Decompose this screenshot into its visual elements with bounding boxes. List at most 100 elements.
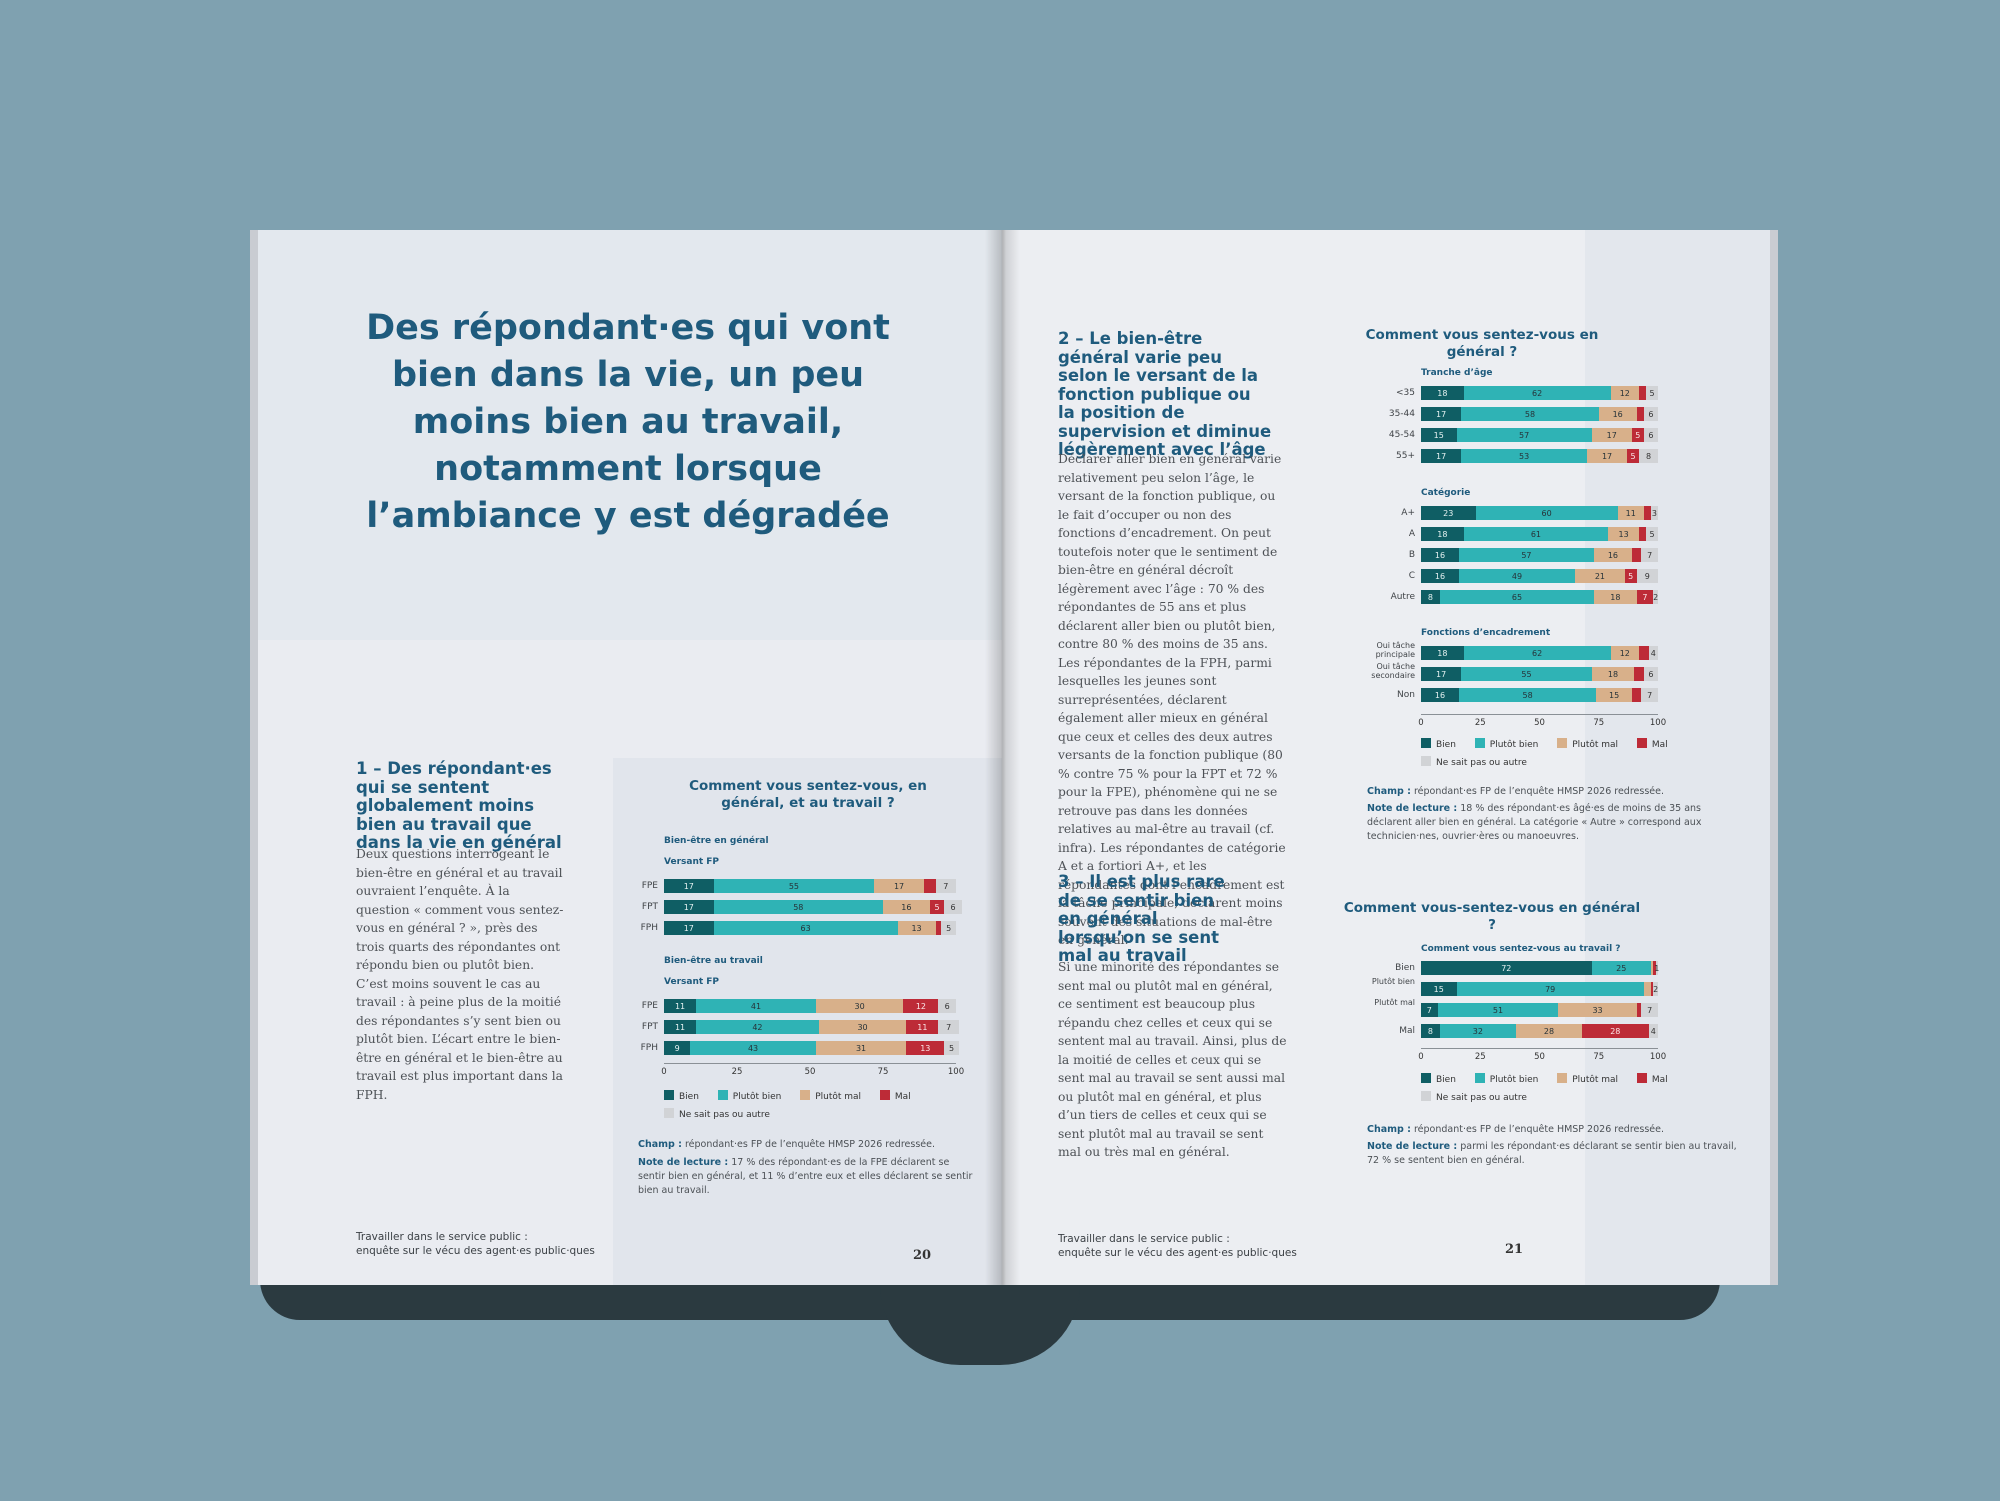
stacked-bar: 18 61 13 5 — [1421, 527, 1658, 541]
legend-plutot-mal: Plutôt mal — [815, 1092, 862, 1102]
group-label: Tranche d’âge — [1421, 368, 1493, 378]
x-tick-label: 25 — [1474, 1052, 1486, 1062]
page-number: 20 — [913, 1248, 932, 1263]
row-label: Plutôt mal — [1374, 998, 1415, 1007]
section-3-heading: 3 – Il est plus rare de se sentir bien e… — [1058, 872, 1225, 965]
bar-segment-plutot-mal: 30 — [818, 1020, 907, 1034]
x-tick-label: 0 — [661, 1067, 667, 1077]
champ-label: Champ : — [638, 1139, 682, 1150]
stacked-bar: 17 58 16 5 6 — [664, 900, 962, 914]
legend-ns: Ne sait pas ou autre — [1436, 758, 1527, 768]
bar-segment-bien: 8 — [1421, 590, 1440, 604]
bar-segment-plutot-bien: 60 — [1475, 506, 1618, 520]
bar-segment-bien: 16 — [1421, 548, 1459, 562]
bar-segment-ns: 5 — [1646, 527, 1658, 541]
bar-segment-plutot-mal: 15 — [1596, 688, 1632, 702]
row-label: Non — [1397, 690, 1415, 700]
bar-segment-mal — [1639, 646, 1649, 660]
bar-segment-mal — [923, 879, 936, 893]
bar-segment-bien: 72 — [1421, 961, 1592, 975]
row-label: FPE — [641, 881, 658, 891]
x-tick-label: 25 — [731, 1067, 743, 1077]
x-tick-label: 75 — [1593, 718, 1605, 728]
bar-segment-bien: 23 — [1421, 506, 1476, 520]
bar-segment-bien: 11 — [664, 999, 697, 1013]
bar-segment-ns: 7 — [1641, 1003, 1658, 1017]
row-label: FPH — [640, 923, 658, 933]
stacked-bar: 11 42 30 11 7 — [664, 1020, 959, 1034]
bar-segment-mal — [1643, 506, 1651, 520]
bar-segment-bien: 17 — [1421, 449, 1462, 463]
title-band — [258, 230, 1006, 640]
bar-segment-plutot-mal: 13 — [1608, 527, 1640, 541]
chart-title-left: Comment vous sentez-vous, en général, et… — [689, 778, 927, 811]
open-book: Des répondant·es qui vont bien dans la v… — [250, 230, 1778, 1285]
chart-note: Note de lecture : parmi les répondant·es… — [1367, 1140, 1737, 1168]
stacked-bar: 23 60 11 3 — [1421, 506, 1658, 520]
section-1-heading: 1 – Des répondant·es qui se sentent glob… — [356, 759, 562, 852]
x-tick-label: 25 — [1474, 718, 1486, 728]
legend-ns: Ne sait pas ou autre — [679, 1110, 770, 1120]
x-tick-label: 0 — [1418, 718, 1424, 728]
bar-segment-bien: 11 — [664, 1020, 697, 1034]
stacked-bar: 17 53 17 5 8 — [1421, 449, 1658, 463]
bar-segment-ns: 2 — [1653, 590, 1658, 604]
group-sublabel: Versant FP — [664, 977, 720, 987]
bar-segment-bien: 15 — [1421, 428, 1457, 442]
legend-bien: Bien — [1436, 740, 1456, 750]
bar-segment-plutot-bien: 58 — [713, 900, 883, 914]
x-axis — [1421, 714, 1658, 715]
bar-segment-plutot-mal: 13 — [897, 921, 936, 935]
bar-segment-bien: 9 — [664, 1041, 691, 1055]
bar-segment-ns: 4 — [1648, 646, 1658, 660]
row-label: Oui tâche principale — [1375, 641, 1415, 659]
stacked-bar: 16 49 21 5 9 — [1421, 569, 1658, 583]
bar-segment-plutot-bien: 65 — [1439, 590, 1594, 604]
bar-segment-bien: 17 — [1421, 667, 1462, 681]
bar-segment-bien: 7 — [1421, 1003, 1438, 1017]
row-label: 35-44 — [1388, 409, 1415, 419]
chart-sub-question: Comment vous sentez-vous au travail ? — [1421, 944, 1621, 954]
legend-plutot-bien: Plutôt bien — [732, 1092, 782, 1102]
bar-segment-mal — [1653, 961, 1656, 975]
bar-segment-ns: 6 — [1643, 407, 1658, 421]
row-label: FPT — [641, 902, 658, 912]
bar-segment-ns: 6 — [944, 900, 962, 914]
bar-segment-plutot-mal: 28 — [1515, 1024, 1583, 1038]
chart-strip-right — [1585, 230, 1770, 1285]
bar-segment-bien: 17 — [664, 879, 714, 893]
stacked-bar: 15 57 17 5 6 — [1421, 428, 1658, 442]
legend-mal: Mal — [1651, 740, 1668, 750]
stacked-bar: 8 32 28 28 4 — [1421, 1024, 1658, 1038]
bar-segment-plutot-mal: 16 — [1593, 548, 1632, 562]
legend-mal: Mal — [1651, 1075, 1668, 1085]
note-label: Note de lecture : — [1367, 803, 1458, 814]
champ-text: répondant·es FP de l’enquête HMSP 2026 r… — [1413, 786, 1664, 797]
bar-segment-mal — [1631, 548, 1642, 562]
row-label: <35 — [1396, 388, 1415, 398]
group-label: Fonctions d’encadrement — [1421, 628, 1551, 638]
bar-segment-ns: 9 — [1636, 569, 1658, 583]
bar-segment-plutot-bien: 53 — [1461, 449, 1587, 463]
bar-segment-plutot-bien: 49 — [1458, 569, 1576, 583]
bar-segment-mal — [1634, 667, 1644, 681]
champ-text: répondant·es FP de l’enquête HMSP 2026 r… — [684, 1139, 935, 1150]
bar-segment-ns: 2 — [1653, 982, 1658, 996]
chart-champ: Champ : répondant·es FP de l’enquête HMS… — [1367, 785, 1737, 799]
bar-segment-plutot-mal: 33 — [1558, 1003, 1637, 1017]
stacked-bar: 8 65 18 7 2 — [1421, 590, 1658, 604]
bar-segment-plutot-mal: 17 — [1591, 428, 1632, 442]
chart-title-right-2: Comment vous-sentez-vous en général ? — [1343, 900, 1641, 933]
bar-segment-mal — [1636, 407, 1644, 421]
row-label: Autre — [1390, 592, 1415, 602]
bar-segment-plutot-mal: 30 — [815, 999, 904, 1013]
bar-segment-bien: 17 — [664, 921, 714, 935]
bar-segment-ns: 5 — [944, 1041, 959, 1055]
bar-segment-bien: 17 — [1421, 407, 1462, 421]
note-label: Note de lecture : — [1367, 1141, 1458, 1152]
x-tick-label: 100 — [1649, 1052, 1667, 1062]
bar-segment-ns: 7 — [1641, 688, 1658, 702]
row-label: Mal — [1399, 1026, 1415, 1036]
bar-segment-plutot-bien: 55 — [713, 879, 875, 893]
chart-legend: Bien Plutôt bien Plutôt mal Mal Ne sait … — [1421, 1073, 1684, 1103]
